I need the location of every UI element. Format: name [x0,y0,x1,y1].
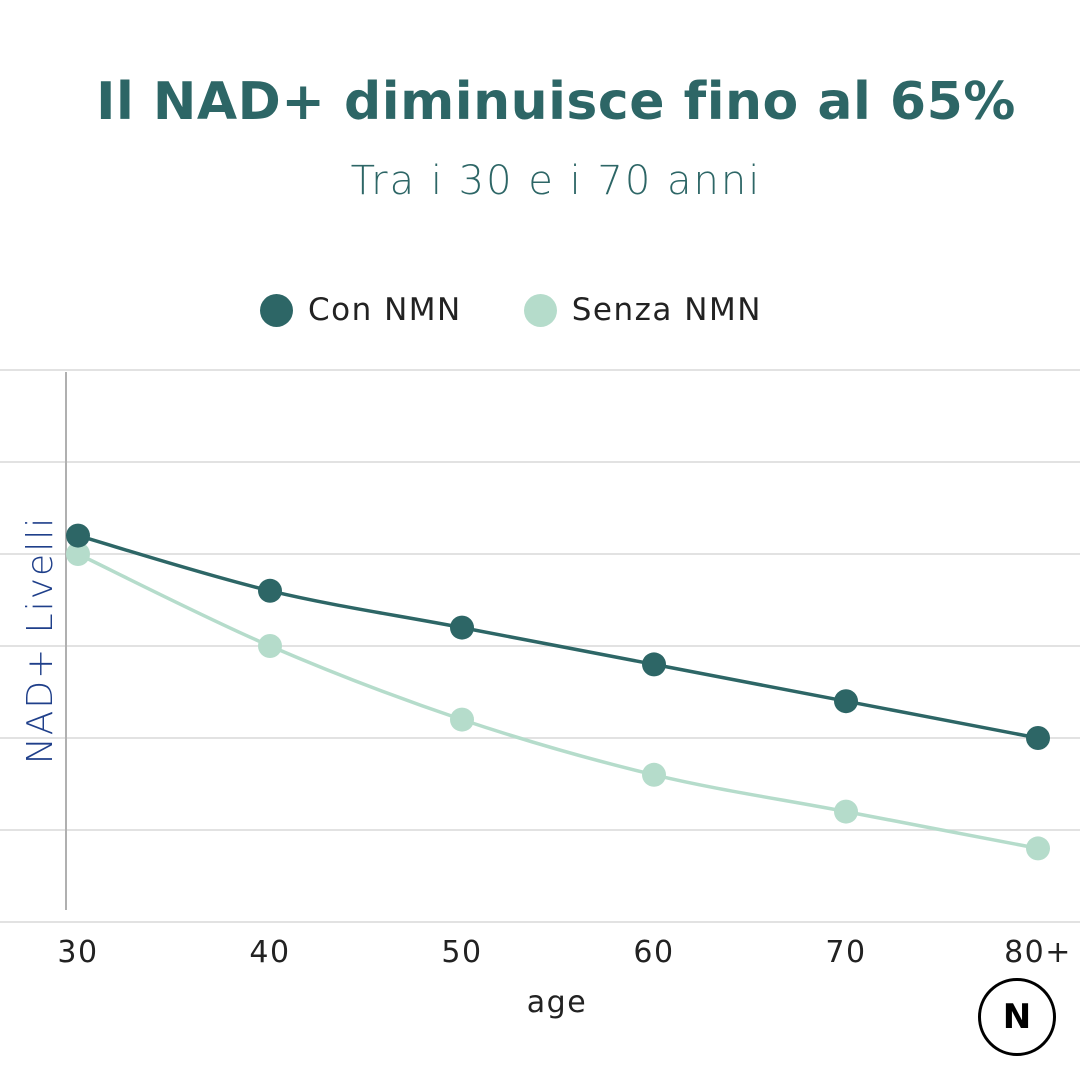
legend-marker-senza-nmn [523,293,557,327]
data-point-con-nmn [66,523,90,548]
x-tick-label: 70 [825,935,866,970]
data-point-senza-nmn [1026,836,1050,861]
x-tick-label: 40 [249,935,290,970]
x-tick-label: 50 [441,935,482,970]
chart-subtitle: Tra i 30 e i 70 anni [350,158,762,204]
data-point-senza-nmn [642,762,666,787]
data-point-senza-nmn [834,799,858,824]
brand-logo: N [978,978,1056,1056]
data-point-con-nmn [1026,726,1050,750]
x-tick-label: 60 [633,935,674,970]
series-line-senza-nmn [77,552,1039,851]
series-line-con-nmn [77,533,1039,740]
chart-title: Il NAD+ diminuisce fino al 65% [96,72,1016,132]
x-tick-label: 80+ [1004,935,1072,970]
data-point-con-nmn [258,578,282,603]
data-point-senza-nmn [258,634,282,658]
legend-item-senza-nmn: Senza NMN [523,292,762,328]
data-point-senza-nmn [450,707,474,732]
data-point-con-nmn [450,615,474,640]
y-axis-label: NAD+ Livelli [20,516,61,764]
legend: Con NMN Senza NMN [260,292,824,328]
x-tick-label: 30 [57,935,98,970]
legend-label-senza-nmn: Senza NMN [571,292,762,328]
logo-letter: N [1002,997,1032,1037]
x-axis-label: age [527,985,587,1020]
data-point-senza-nmn [66,542,90,566]
data-point-con-nmn [834,689,858,714]
legend-label-con-nmn: Con NMN [308,292,462,328]
legend-item-con-nmn: Con NMN [260,292,462,328]
legend-marker-con-nmn [260,293,293,327]
data-point-con-nmn [642,652,666,677]
